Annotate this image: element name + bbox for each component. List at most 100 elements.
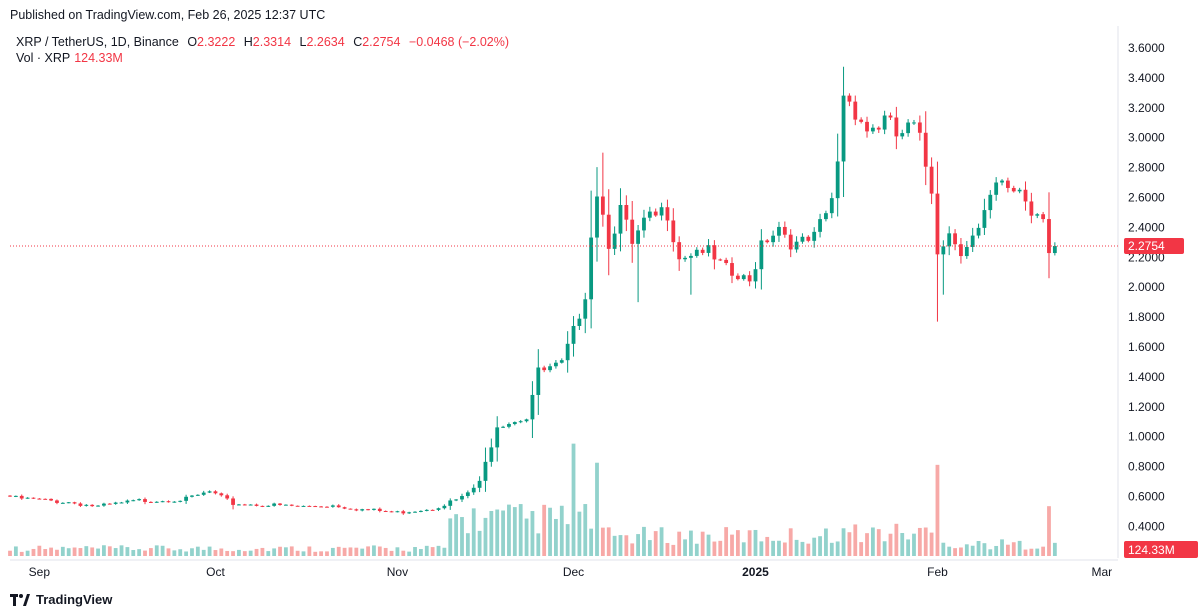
candle-body[interactable]: [242, 504, 247, 506]
candle-body[interactable]: [107, 503, 112, 505]
candle-body[interactable]: [207, 491, 212, 493]
candle-body[interactable]: [818, 219, 822, 232]
candle-body[interactable]: [1047, 219, 1051, 254]
candle-body[interactable]: [1035, 214, 1040, 216]
candle-body[interactable]: [894, 117, 899, 137]
candle-body[interactable]: [953, 233, 957, 245]
candle-body[interactable]: [600, 196, 605, 215]
candle-body[interactable]: [66, 502, 71, 504]
candle-body[interactable]: [424, 509, 429, 511]
candle-body[interactable]: [624, 205, 629, 220]
candle-body[interactable]: [166, 501, 171, 503]
candle-body[interactable]: [37, 498, 42, 500]
candle-body[interactable]: [753, 269, 758, 282]
candle-body[interactable]: [1006, 180, 1010, 188]
candle-body[interactable]: [60, 502, 65, 504]
candle-body[interactable]: [301, 505, 306, 507]
candle-body[interactable]: [642, 217, 646, 231]
candle-body[interactable]: [888, 115, 893, 118]
candle-body[interactable]: [283, 504, 288, 506]
candle-body[interactable]: [260, 505, 265, 507]
candle-body[interactable]: [630, 219, 635, 244]
candle-body[interactable]: [507, 424, 511, 427]
candle-body[interactable]: [841, 95, 846, 162]
candle-body[interactable]: [735, 275, 740, 280]
candle-body[interactable]: [336, 505, 341, 508]
candle-body[interactable]: [172, 501, 177, 503]
candle-body[interactable]: [49, 498, 53, 501]
candle-body[interactable]: [565, 343, 570, 361]
candle-body[interactable]: [824, 213, 828, 220]
candle-body[interactable]: [119, 502, 124, 504]
candle-body[interactable]: [31, 497, 36, 499]
candle-body[interactable]: [947, 233, 952, 247]
candle-body[interactable]: [25, 497, 30, 499]
candle-body[interactable]: [307, 505, 312, 507]
candle-body[interactable]: [988, 194, 993, 211]
candle-body[interactable]: [853, 101, 858, 120]
candle-body[interactable]: [102, 503, 106, 506]
candle-body[interactable]: [325, 506, 329, 508]
candle-body[interactable]: [460, 496, 464, 500]
candle-body[interactable]: [589, 237, 594, 300]
candle-body[interactable]: [759, 240, 764, 270]
candle-body[interactable]: [612, 233, 617, 249]
candle-body[interactable]: [923, 132, 928, 167]
candle-body[interactable]: [143, 499, 147, 502]
candle-body[interactable]: [330, 505, 335, 507]
candle-body[interactable]: [430, 509, 435, 511]
candle-body[interactable]: [383, 510, 388, 512]
candle-body[interactable]: [366, 509, 370, 511]
candle-body[interactable]: [900, 133, 905, 137]
candle-body[interactable]: [806, 236, 811, 241]
candle-body[interactable]: [413, 511, 417, 513]
candle-body[interactable]: [96, 505, 100, 507]
candle-body[interactable]: [248, 504, 253, 506]
candle-body[interactable]: [231, 498, 235, 505]
candle-body[interactable]: [84, 504, 89, 506]
candle-body[interactable]: [583, 299, 588, 319]
candle-body[interactable]: [372, 508, 376, 510]
candle-body[interactable]: [395, 511, 400, 513]
candle-body[interactable]: [665, 207, 670, 221]
candle-body[interactable]: [677, 242, 682, 260]
candle-body[interactable]: [906, 122, 911, 134]
candle-body[interactable]: [342, 507, 347, 509]
candle-body[interactable]: [800, 236, 805, 242]
candle-body[interactable]: [718, 259, 723, 261]
candle-body[interactable]: [454, 499, 459, 501]
candle-body[interactable]: [771, 235, 775, 243]
candle-body[interactable]: [13, 495, 18, 497]
candle-body[interactable]: [882, 115, 887, 130]
candle-body[interactable]: [518, 421, 523, 423]
candle-body[interactable]: [72, 502, 77, 504]
candle-body[interactable]: [636, 230, 640, 244]
candle-body[interactable]: [730, 263, 734, 276]
candle-body[interactable]: [618, 205, 623, 234]
candle-body[interactable]: [712, 245, 717, 260]
candle-body[interactable]: [419, 510, 423, 512]
candle-body[interactable]: [859, 119, 864, 122]
candle-body[interactable]: [55, 500, 59, 503]
candle-body[interactable]: [964, 246, 969, 257]
candle-body[interactable]: [1000, 180, 1004, 183]
candle-body[interactable]: [870, 127, 875, 132]
candle-body[interactable]: [354, 509, 359, 511]
candle-body[interactable]: [647, 211, 652, 218]
candle-body[interactable]: [483, 461, 488, 481]
candle-body[interactable]: [160, 501, 165, 503]
candle-body[interactable]: [530, 394, 535, 420]
candle-body[interactable]: [847, 95, 852, 102]
candle-body[interactable]: [659, 207, 664, 216]
candle-body[interactable]: [970, 235, 975, 247]
candle-body[interactable]: [377, 508, 382, 511]
candle-body[interactable]: [976, 227, 981, 236]
candle-body[interactable]: [929, 166, 934, 194]
candle-body[interactable]: [782, 226, 787, 235]
candle-body[interactable]: [788, 234, 793, 250]
candle-body[interactable]: [154, 501, 159, 503]
candle-body[interactable]: [536, 367, 541, 395]
candle-body[interactable]: [184, 496, 188, 501]
candle-body[interactable]: [278, 503, 282, 505]
